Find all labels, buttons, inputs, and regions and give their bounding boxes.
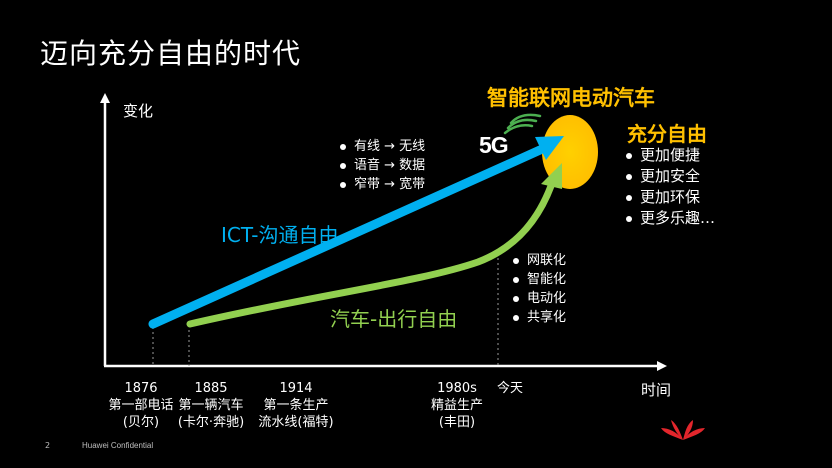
tick-line1: 第一部电话 <box>108 398 174 413</box>
page-number: 2 <box>45 441 51 450</box>
slide-title: 迈向充分自由的时代 <box>40 37 302 70</box>
freedom-item: 更加安全 <box>624 166 715 187</box>
tick-line1: 精益生产 <box>430 398 484 413</box>
y-axis-label: 变化 <box>123 102 154 120</box>
car-feature-item: 网联化 <box>511 251 566 270</box>
ict-arrowhead <box>535 136 564 160</box>
timeline-tick-today: 今天 <box>497 380 523 397</box>
badge-5g: 5G <box>479 132 509 158</box>
ict-curve <box>148 145 545 329</box>
freedom-list: 更加便捷 更加安全 更加环保 更多乐趣… <box>624 145 715 229</box>
tick-line2: 流水线(福特) <box>258 415 334 430</box>
freedom-item: 更多乐趣… <box>624 208 715 229</box>
freedom-title: 充分自由 <box>627 122 707 146</box>
tick-line2: (丰田) <box>438 415 476 430</box>
tick-year: 1914 <box>279 381 313 396</box>
timeline-tick-1980s: 1980s 精益生产 (丰田) <box>431 380 483 431</box>
ict-curve-label: ICT-沟通自由 <box>221 223 339 247</box>
ict-feature-list: 有线 → 无线 语音 → 数据 窄带 → 宽带 <box>338 137 425 194</box>
tick-line2: (卡尔·奔驰) <box>177 415 245 430</box>
timeline-tick-1876: 1876 第一部电话 (贝尔) <box>108 380 173 431</box>
x-axis-label: 时间 <box>641 381 672 399</box>
timeline-tick-1914: 1914 第一条生产 流水线(福特) <box>258 380 333 431</box>
ict-feature-item: 窄带 → 宽带 <box>338 175 425 194</box>
tick-year: 1876 <box>124 381 158 396</box>
signal-icon <box>503 113 542 135</box>
freedom-item: 更加便捷 <box>624 145 715 166</box>
goal-title: 智能联网电动汽车 <box>487 86 655 110</box>
huawei-logo-icon <box>661 420 705 440</box>
tick-line1: 第一辆汽车 <box>178 398 244 413</box>
car-feature-item: 智能化 <box>511 270 566 289</box>
timeline-tick-1885: 1885 第一辆汽车 (卡尔·奔驰) <box>178 380 244 431</box>
car-feature-list: 网联化 智能化 电动化 共享化 <box>511 251 566 327</box>
car-curve <box>186 182 555 328</box>
confidential-label: Huawei Confidential <box>82 441 154 450</box>
ict-feature-item: 有线 → 无线 <box>338 137 425 156</box>
car-feature-item: 共享化 <box>511 308 566 327</box>
tick-year: 1885 <box>194 381 228 396</box>
car-curve-label: 汽车-出行自由 <box>330 307 458 331</box>
ict-feature-item: 语音 → 数据 <box>338 156 425 175</box>
tick-line2: (贝尔) <box>122 415 160 430</box>
tick-year: 1980s <box>437 381 477 396</box>
car-feature-item: 电动化 <box>511 289 566 308</box>
freedom-item: 更加环保 <box>624 187 715 208</box>
tick-year: 今天 <box>496 381 524 396</box>
car-arrowhead <box>541 163 562 189</box>
tick-line1: 第一条生产 <box>263 398 329 413</box>
